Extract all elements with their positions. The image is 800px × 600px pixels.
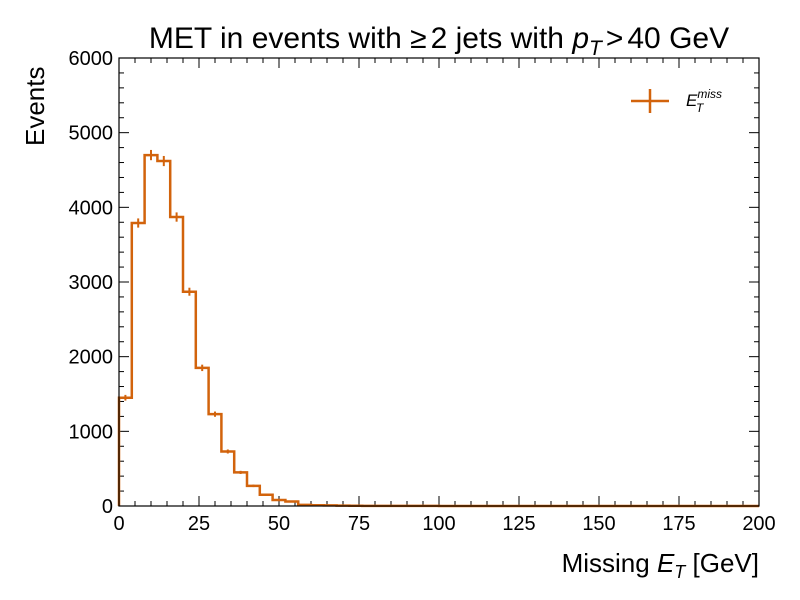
y-tick-label: 2000 bbox=[69, 347, 114, 369]
x-tick-label: 100 bbox=[422, 513, 455, 535]
x-tick-label: 175 bbox=[662, 513, 695, 535]
histogram-step-line bbox=[117, 153, 759, 508]
y-tick-label: 0 bbox=[102, 496, 113, 518]
x-tick-label: 25 bbox=[188, 513, 210, 535]
y-axis-label: Events bbox=[20, 67, 50, 147]
y-tick-label: 4000 bbox=[69, 197, 114, 219]
axis-ticks bbox=[118, 57, 760, 507]
x-tick-label: 75 bbox=[348, 513, 370, 535]
plot-frame bbox=[118, 57, 760, 507]
y-tick-label: 3000 bbox=[69, 272, 114, 294]
x-tick-label: 0 bbox=[113, 513, 124, 535]
histogram-series bbox=[117, 149, 759, 508]
legend: Emiss T bbox=[631, 87, 722, 115]
y-tick-label: 5000 bbox=[69, 123, 114, 145]
x-tick-label: 125 bbox=[502, 513, 535, 535]
chart-title: MET in events with ≥2 jets with pT >40 Ge… bbox=[149, 22, 729, 60]
x-axis-label: Missing ET [GeV] bbox=[562, 548, 759, 582]
x-tick-label: 150 bbox=[582, 513, 615, 535]
y-tick-label: 1000 bbox=[69, 421, 114, 443]
x-tick-label: 50 bbox=[268, 513, 290, 535]
tick-labels: 0 25 50 75 100 125 150 175 200010002000300040005… bbox=[69, 48, 776, 535]
legend-label: Emiss T bbox=[686, 87, 722, 115]
x-tick-label: 200 bbox=[742, 513, 775, 535]
y-tick-label: 6000 bbox=[69, 48, 114, 70]
